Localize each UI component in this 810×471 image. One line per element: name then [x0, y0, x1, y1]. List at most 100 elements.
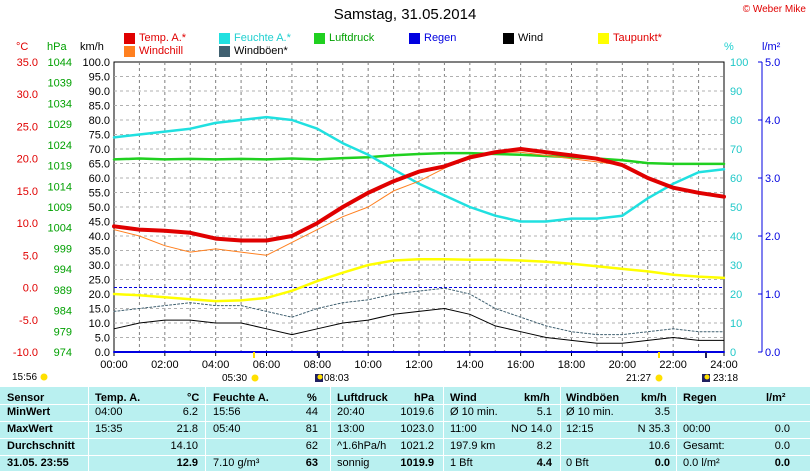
row-label: MaxWert [7, 423, 53, 435]
hum-time: 15:56 [213, 406, 241, 418]
rain-tick-label: 1.0 [765, 289, 780, 301]
column-divider [205, 386, 206, 471]
legend-label: Temp. A.* [139, 32, 187, 44]
wind-detail: 197.9 km [450, 440, 496, 452]
wind-tick-label: 5.0 [95, 333, 110, 345]
rain-axis-header: l/m² [762, 41, 781, 53]
wind-tick-label: 25.0 [89, 275, 110, 287]
column-divider [443, 386, 444, 471]
temp-tick-label: 15.0 [17, 186, 38, 198]
rain-tick-label: 3.0 [765, 173, 780, 185]
x-tick-label: 08:00 [304, 359, 332, 371]
series-line-luftdruck [112, 151, 726, 166]
header-gust: Windböen [566, 392, 620, 404]
wind-tick-label: 75.0 [89, 130, 110, 142]
wind-tick-label: 90.0 [89, 86, 110, 98]
wind-value: NO 14.0 [511, 423, 552, 435]
gust-detail: 0 Bft [566, 457, 589, 469]
temp-time: 15:35 [95, 423, 123, 435]
humidity-tick-label: 80 [730, 115, 742, 127]
wind-tick-label: 40.0 [89, 231, 110, 243]
temp-axis-header: °C [16, 41, 29, 53]
legend-swatch [314, 32, 325, 44]
hum-value: 44 [305, 406, 318, 418]
wind-tick-label: 0.0 [95, 347, 110, 359]
x-tick-label: 12:00 [405, 359, 433, 371]
wind-tick-label: 10.0 [89, 318, 110, 330]
legend-label: Windböen* [234, 45, 288, 57]
x-tick-label: 18:00 [558, 359, 586, 371]
x-tick-label: 22:00 [659, 359, 687, 371]
moonrise-time: 08:03 [324, 373, 350, 384]
legend-label: Windchill [139, 45, 184, 57]
temp-tick-label: 5.0 [23, 250, 38, 262]
x-tick-label: 04:00 [202, 359, 230, 371]
series-line-taupunkt [112, 257, 726, 303]
temp-tick-label: 20.0 [17, 154, 38, 166]
legend-label: Wind [518, 32, 544, 44]
column-divider [330, 386, 331, 471]
legend-swatch [503, 32, 514, 44]
wind-tick-label: 80.0 [89, 115, 110, 127]
column-divider [676, 386, 677, 471]
legend-wind: Wind [503, 32, 543, 44]
hum-value: 81 [305, 423, 318, 435]
humidity-tick-label: 20 [730, 289, 742, 301]
row-divider [0, 386, 810, 387]
row-divider [0, 404, 810, 405]
wind-tick-label: 35.0 [89, 246, 110, 258]
pressure-tick-label: 1004 [48, 223, 72, 235]
temp-tick-label: -10.0 [13, 347, 38, 359]
humidity-tick-label: 60 [730, 173, 742, 185]
humidity-axis-header: % [724, 41, 734, 53]
row-divider [0, 438, 810, 439]
legend-dewpoint: Taupunkt* [598, 32, 662, 44]
sunrise-time: 05:30 [222, 373, 248, 384]
press-time: sonnig [337, 457, 370, 469]
press-value: 1019.6 [400, 406, 434, 418]
header-temp: Temp. A. [95, 392, 141, 404]
moon-glow-icon [704, 374, 710, 380]
legend-swatch [124, 45, 135, 57]
wind-tick-label: 100.0 [82, 57, 110, 69]
sunrise-label-left: 15:56 [12, 372, 38, 383]
pressure-tick-label: 1029 [48, 119, 72, 131]
header-press: Luftdruck [337, 392, 388, 404]
temp-tick-label: 0.0 [23, 283, 38, 295]
header-wind: Wind [450, 392, 477, 404]
rain-detail: Gesamt: [683, 440, 725, 452]
pressure-axis-header: hPa [47, 41, 67, 53]
weather-chart: 35.0 30.0 25.0 20.0 15.0 10.0 5.0 0.0 -5.0 -10.0 1… [13, 57, 780, 382]
row-divider [0, 421, 810, 422]
sunset-time: 21:27 [626, 373, 652, 384]
humidity-tick-label: 50 [730, 202, 742, 214]
wind-detail: 1 Bft [450, 457, 473, 469]
legend-label: Luftdruck [329, 32, 375, 44]
wind-detail: Ø 10 min. [450, 406, 498, 418]
x-tick-label: 24:00 [710, 359, 738, 371]
humidity-tick-label: 0 [730, 347, 736, 359]
header-press-unit: hPa [414, 392, 435, 404]
wind-axis-header: km/h [80, 41, 104, 53]
temp-tick-label: 25.0 [17, 121, 38, 133]
x-tick-label: 16:00 [507, 359, 535, 371]
column-divider [88, 386, 89, 471]
legend-gusts: Windböen* [219, 45, 288, 57]
pressure-tick-label: 984 [54, 306, 72, 318]
sun-icon [40, 373, 48, 381]
pressure-tick-label: 1014 [48, 181, 72, 193]
moonset-time: 23:18 [713, 373, 739, 384]
temp-tick-label: 35.0 [17, 57, 38, 69]
rain-detail: 00:00 [683, 423, 711, 435]
legend-swatch [124, 32, 135, 44]
gust-value: 0.0 [654, 457, 670, 469]
row-label: 31.05. 23:55 [7, 457, 69, 469]
wind-tick-label: 50.0 [89, 202, 110, 214]
pressure-tick-label: 1009 [48, 202, 72, 214]
header-hum: Feuchte A. [213, 392, 269, 404]
rain-value: 0.0 [774, 457, 790, 469]
pressure-tick-label: 999 [54, 243, 72, 255]
temp-value: 14.10 [170, 440, 198, 452]
hum-time: 05:40 [213, 423, 241, 435]
temp-value: 21.8 [176, 423, 198, 435]
